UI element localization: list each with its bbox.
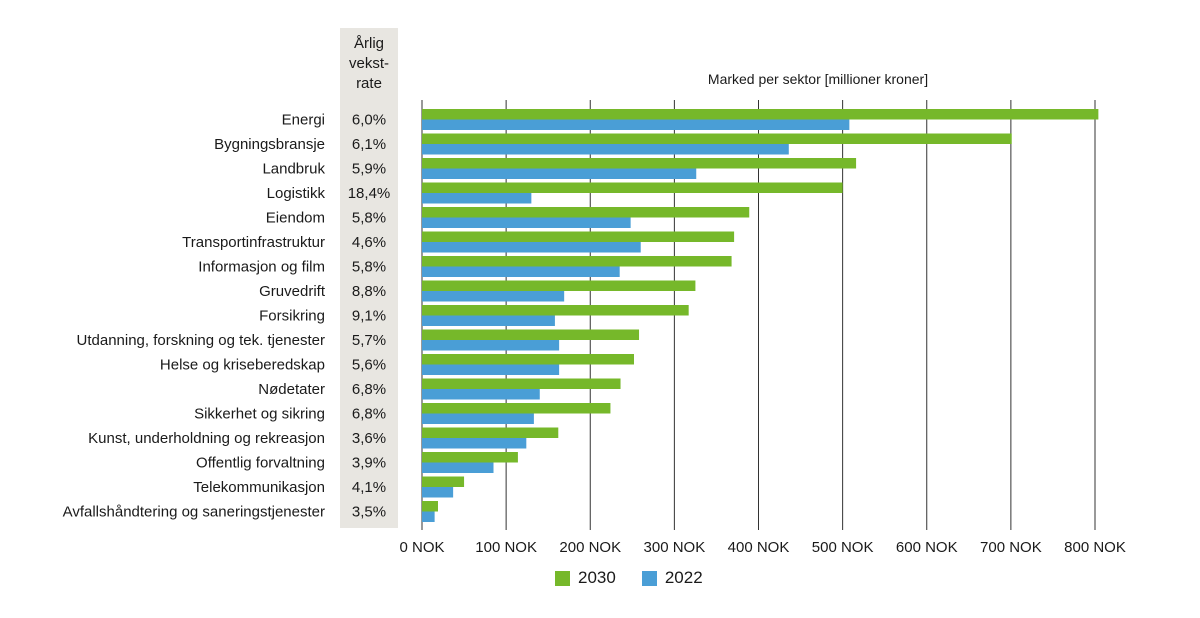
category-label-5: Transportinfrastruktur bbox=[182, 234, 325, 251]
x-tick-label-400: 400 NOK bbox=[728, 539, 790, 556]
bar-2030-8 bbox=[422, 305, 689, 316]
growth-rate-6: 5,8% bbox=[352, 259, 386, 276]
category-label-15: Telekommunikasjon bbox=[193, 479, 325, 496]
bar-2030-12 bbox=[422, 403, 611, 414]
category-label-3: Logistikk bbox=[267, 185, 326, 202]
bar-2030-1 bbox=[422, 133, 1012, 144]
category-label-2: Landbruk bbox=[262, 161, 325, 178]
x-tick-label-100: 100 NOK bbox=[475, 539, 537, 556]
bar-2022-15 bbox=[422, 487, 454, 498]
growth-rate-5: 4,6% bbox=[352, 234, 386, 251]
bar-2030-5 bbox=[422, 231, 735, 242]
category-label-13: Kunst, underholdning og rekreasjon bbox=[88, 430, 325, 447]
bar-2022-6 bbox=[422, 266, 620, 277]
bar-2030-14 bbox=[422, 452, 518, 463]
bar-2030-7 bbox=[422, 280, 696, 291]
x-tick-label-0: 0 NOK bbox=[399, 539, 444, 556]
legend-swatch-2022 bbox=[641, 570, 657, 586]
growth-rate-column bbox=[340, 28, 398, 528]
bar-2022-12 bbox=[422, 413, 534, 424]
category-label-0: Energi bbox=[282, 112, 325, 129]
category-label-4: Eiendom bbox=[266, 210, 325, 227]
bar-2022-3 bbox=[422, 193, 532, 204]
growth-rate-8: 9,1% bbox=[352, 308, 386, 325]
growth-rate-11: 6,8% bbox=[352, 381, 386, 398]
legend: 2030 2022 bbox=[555, 568, 729, 588]
x-tick-label-200: 200 NOK bbox=[559, 539, 621, 556]
bar-2022-7 bbox=[422, 291, 565, 302]
category-label-1: Bygningsbransje bbox=[214, 136, 325, 153]
legend-label-2022: 2022 bbox=[664, 568, 703, 587]
category-label-10: Helse og kriseberedskap bbox=[160, 357, 325, 374]
x-tick-label-300: 300 NOK bbox=[644, 539, 706, 556]
bar-2022-9 bbox=[422, 340, 560, 351]
category-label-12: Sikkerhet og sikring bbox=[194, 406, 325, 423]
bar-2030-4 bbox=[422, 207, 750, 218]
legend-label-2030: 2030 bbox=[578, 568, 616, 587]
x-tick-label-800: 800 NOK bbox=[1064, 539, 1126, 556]
bar-2022-8 bbox=[422, 315, 555, 326]
growth-rate-header: Årlig vekst- rate bbox=[348, 35, 389, 92]
category-label-11: Nødetater bbox=[258, 381, 325, 398]
x-tick-label-700: 700 NOK bbox=[980, 539, 1042, 556]
growth-rate-14: 3,9% bbox=[352, 455, 386, 472]
growth-rate-12: 6,8% bbox=[352, 406, 386, 423]
growth-rate-10: 5,6% bbox=[352, 357, 386, 374]
bar-2030-16 bbox=[422, 501, 438, 512]
bar-2022-13 bbox=[422, 438, 527, 449]
bar-2022-5 bbox=[422, 242, 641, 253]
growth-rate-16: 3,5% bbox=[352, 504, 386, 521]
category-label-6: Informasjon og film bbox=[198, 259, 325, 276]
bar-2022-0 bbox=[422, 119, 850, 130]
bar-2022-11 bbox=[422, 389, 540, 400]
category-label-7: Gruvedrift bbox=[259, 283, 326, 300]
bar-2030-2 bbox=[422, 158, 857, 169]
growth-rate-13: 3,6% bbox=[352, 430, 386, 447]
bar-2030-3 bbox=[422, 182, 843, 193]
growth-rate-0: 6,0% bbox=[352, 112, 386, 129]
growth-rate-3: 18,4% bbox=[348, 185, 391, 202]
bar-2022-2 bbox=[422, 168, 697, 179]
growth-rate-9: 5,7% bbox=[352, 332, 386, 349]
bar-2030-13 bbox=[422, 427, 559, 438]
chart-title: Marked per sektor [millioner kroner] bbox=[708, 71, 928, 87]
bar-2022-10 bbox=[422, 364, 560, 375]
bar-2030-6 bbox=[422, 256, 732, 267]
x-tick-label-600: 600 NOK bbox=[896, 539, 958, 556]
bar-2030-11 bbox=[422, 378, 621, 389]
growth-rate-7: 8,8% bbox=[352, 283, 386, 300]
bar-2030-15 bbox=[422, 476, 465, 487]
legend-item-2030: 2030 bbox=[555, 568, 616, 588]
category-label-8: Forsikring bbox=[259, 308, 325, 325]
category-label-9: Utdanning, forskning og tek. tjenester bbox=[77, 332, 325, 349]
category-label-14: Offentlig forvaltning bbox=[196, 455, 325, 472]
bar-2022-1 bbox=[422, 144, 789, 155]
legend-swatch-2030 bbox=[555, 570, 570, 586]
bar-2022-16 bbox=[422, 511, 435, 522]
growth-rate-15: 4,1% bbox=[352, 479, 386, 496]
bar-2030-10 bbox=[422, 354, 634, 365]
legend-item-2022: 2022 bbox=[641, 568, 703, 588]
growth-rate-4: 5,8% bbox=[352, 210, 386, 227]
x-tick-label-500: 500 NOK bbox=[812, 539, 874, 556]
bar-2022-4 bbox=[422, 217, 631, 228]
growth-rate-2: 5,9% bbox=[352, 161, 386, 178]
growth-rate-1: 6,1% bbox=[352, 136, 386, 153]
category-label-16: Avfallshåndtering og saneringstjenester bbox=[63, 504, 325, 521]
bar-2030-9 bbox=[422, 329, 640, 340]
bar-2030-0 bbox=[422, 109, 1099, 120]
bar-2022-14 bbox=[422, 462, 494, 473]
